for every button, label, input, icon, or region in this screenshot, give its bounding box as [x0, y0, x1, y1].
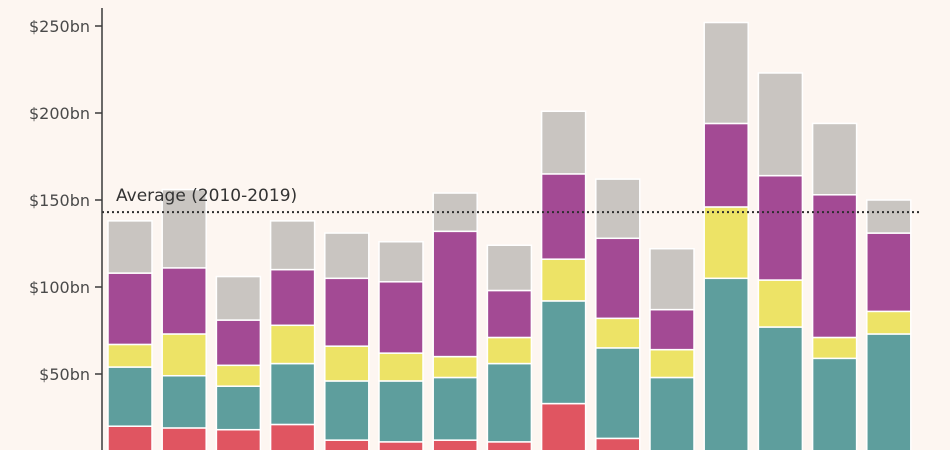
bar-segment-purple-6: [378, 281, 424, 354]
y-tick-label-50: $50bn: [39, 365, 90, 384]
bar-segment-grey-12: [703, 21, 749, 125]
y-tick-label-200: $200bn: [29, 104, 90, 123]
bar-segment-purple-5: [324, 277, 370, 347]
bar-segment-purple-11: [649, 308, 695, 351]
bar-segment-grey-6: [378, 241, 424, 283]
y-axis: $50bn $100bn $150bn $200bn $250bn: [29, 8, 103, 450]
bar-segment-red-5: [324, 439, 370, 450]
bar-segment-yellow-7: [432, 355, 478, 379]
y-tick-label-100: $100bn: [29, 278, 90, 297]
bar-segment-red-8: [486, 441, 533, 450]
bar-segment-grey-14: [811, 122, 858, 196]
bar-segment-yellow-10: [595, 317, 641, 349]
bar-segment-yellow-2: [161, 333, 207, 377]
bar-segment-teal-12: [703, 277, 749, 450]
bar-segment-yellow-9: [540, 258, 587, 302]
bar-segment-yellow-15: [866, 310, 912, 335]
bar-segment-purple-13: [757, 174, 804, 281]
bar-segment-grey-4: [269, 220, 316, 271]
bars-group: [107, 21, 912, 450]
bar-segment-teal-14: [811, 357, 858, 450]
average-line-group: Average (2010-2019): [102, 186, 920, 214]
bar-segment-grey-7: [432, 192, 478, 233]
bar-segment-purple-14: [811, 194, 858, 339]
bar-segment-teal-3: [215, 385, 262, 431]
bar-segment-purple-15: [866, 232, 912, 313]
bar-segment-purple-12: [703, 122, 749, 208]
bar-segment-red-1: [107, 425, 153, 450]
bar-segment-grey-9: [540, 110, 587, 175]
bar-segment-yellow-4: [269, 324, 316, 365]
bar-segment-purple-3: [215, 319, 262, 367]
bar-segment-purple-10: [595, 237, 641, 320]
bar-segment-grey-5: [324, 232, 370, 280]
y-tick-label-250: $250bn: [29, 17, 90, 36]
bar-segment-teal-1: [107, 366, 153, 427]
bar-segment-teal-11: [649, 376, 695, 450]
bar-segment-teal-10: [595, 347, 641, 440]
bar-segment-teal-13: [757, 326, 804, 450]
bar-segment-purple-2: [161, 267, 207, 335]
y-tick-label-150: $150bn: [29, 191, 90, 210]
bar-segment-yellow-13: [757, 279, 804, 328]
bar-segment-teal-6: [378, 380, 424, 443]
bar-segment-red-6: [378, 441, 424, 450]
average-line-label: Average (2010-2019): [116, 186, 297, 206]
bar-segment-grey-11: [649, 247, 695, 311]
bar-segment-red-9: [540, 402, 587, 450]
bar-segment-grey-2: [161, 188, 207, 269]
bar-segment-yellow-5: [324, 345, 370, 382]
bar-segment-yellow-12: [703, 206, 749, 280]
bar-segment-yellow-14: [811, 336, 858, 360]
bar-segment-grey-1: [107, 220, 153, 274]
bar-segment-grey-8: [486, 244, 533, 292]
bar-segment-yellow-6: [378, 352, 424, 382]
bar-segment-teal-15: [866, 333, 912, 450]
bar-segment-yellow-3: [215, 364, 262, 387]
bar-segment-teal-5: [324, 380, 370, 441]
bar-segment-grey-10: [595, 178, 641, 240]
bar-segment-red-2: [161, 427, 207, 450]
bar-segment-grey-15: [866, 199, 912, 234]
bar-segment-yellow-8: [486, 336, 533, 365]
bar-segment-purple-8: [486, 289, 533, 339]
bar-segment-teal-4: [269, 362, 316, 426]
bar-segment-red-3: [215, 428, 262, 450]
bar-segment-teal-9: [540, 300, 587, 405]
bar-segment-teal-7: [432, 376, 478, 441]
bar-segment-purple-4: [269, 268, 316, 327]
bar-segment-purple-7: [432, 230, 478, 358]
bar-segment-teal-2: [161, 374, 207, 429]
bar-segment-yellow-11: [649, 348, 695, 379]
bar-segment-red-4: [269, 423, 316, 450]
bar-segment-grey-13: [757, 72, 804, 177]
bar-segment-red-7: [432, 439, 478, 450]
bar-segment-red-10: [595, 437, 641, 450]
bar-segment-grey-3: [215, 275, 262, 321]
bar-segment-yellow-1: [107, 343, 153, 368]
bar-segment-purple-1: [107, 272, 153, 346]
bar-segment-purple-9: [540, 173, 587, 260]
bar-segment-teal-8: [486, 362, 533, 443]
